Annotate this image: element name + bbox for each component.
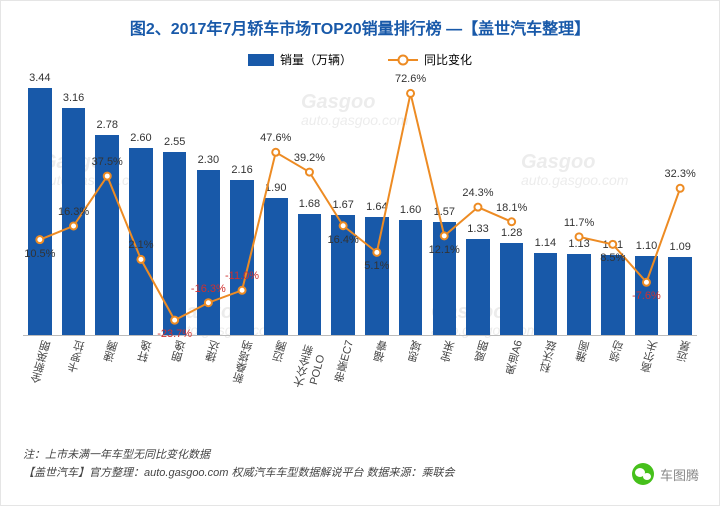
bar-slot: 1.60 [394,76,428,335]
bar-value-label: 2.78 [97,119,118,131]
bar-value-label: 1.67 [332,199,353,211]
bar-slot: 1.57 [427,76,461,335]
bar: 2.16 [230,180,254,335]
line-value-label: -11.0% [225,270,259,282]
legend-bar: 销量（万辆） [248,51,352,68]
bar: 1.28 [500,243,524,335]
line-value-label: 5.1% [364,260,389,272]
bar-slot: 2.30 [192,76,226,335]
line-value-label: 12.1% [429,244,460,256]
x-axis-labels: 全新英朗卡罗拉速腾轩逸朗逸捷达新桑塔纳迈腾大众全新POLO帝豪EC7福睿思域宝来… [23,340,697,396]
line-value-label: 47.6% [260,132,291,144]
bar-value-label: 1.33 [467,223,488,235]
footnote-2: 【盖世汽车】官方整理：auto.gasgoo.com 权威汽车车型数据解说平台 … [23,464,455,483]
bar: 3.16 [62,108,86,335]
line-value-label: 37.5% [92,156,123,168]
bar: 1.33 [466,239,490,335]
bar-slot: 1.64 [360,76,394,335]
bar-value-label: 1.09 [669,241,690,253]
bar-slot: 3.44 [23,76,57,335]
line-value-label: 16.4% [328,234,359,246]
bar: 1.14 [534,253,558,335]
bar: 3.44 [28,88,52,335]
legend-line-label: 同比变化 [424,51,472,68]
bar: 2.30 [197,170,221,335]
bar-slot: 1.13 [562,76,596,335]
bar-slot: 2.60 [124,76,158,335]
bar-value-label: 1.14 [535,237,556,249]
line-value-label: -7.6% [632,290,661,302]
bar-value-label: 3.44 [29,72,50,84]
bar: 1.90 [264,198,288,335]
footnotes: 注：上市未满一年车型无同比变化数据 【盖世汽车】官方整理：auto.gasgoo… [23,446,455,483]
line-value-label: 39.2% [294,152,325,164]
line-value-label: 10.5% [24,248,55,260]
bar-slot: 1.67 [326,76,360,335]
chart-title: 图2、2017年7月轿车市场TOP20销量排行榜 —【盖世汽车整理】 [1,1,719,39]
bar: 1.11 [601,255,625,335]
legend-bar-label: 销量（万辆） [280,51,352,68]
line-value-label: 18.1% [496,202,527,214]
line-value-label: 8.5% [600,252,625,264]
bar-slot: 1.09 [663,76,697,335]
bar-value-label: 3.16 [63,92,84,104]
legend: 销量（万辆） 同比变化 [1,51,719,68]
legend-line: 同比变化 [388,51,472,68]
bar-value-label: 1.11 [603,239,624,251]
bar-slot: 1.68 [293,76,327,335]
bar: 1.60 [399,220,423,335]
bar: 1.68 [298,214,322,335]
bar-value-label: 2.16 [231,164,252,176]
bar-value-label: 1.13 [568,238,589,250]
bar-slot: 1.14 [529,76,563,335]
legend-bar-swatch [248,54,274,66]
bar-slot: 2.78 [90,76,124,335]
line-value-label: 16.3% [58,206,89,218]
wechat-icon [632,463,654,485]
line-value-label: -16.3% [191,283,226,295]
line-value-label: 72.6% [395,73,426,85]
bar-value-label: 1.64 [366,201,387,213]
publisher-badge: 车图腾 [632,463,699,485]
bar-slot: 2.16 [225,76,259,335]
bar: 1.13 [567,254,591,335]
bar-value-label: 1.60 [400,204,421,216]
bars: 3.44 3.16 2.78 2.60 2.55 2.30 2.16 1.90 1.68 1.67… [23,76,697,335]
plot-area: 3.44 3.16 2.78 2.60 2.55 2.30 2.16 1.90 1.68 1.67… [23,76,697,336]
bar: 1.64 [365,217,389,335]
line-value-label: 11.7% [564,217,594,229]
bar-value-label: 2.55 [164,136,185,148]
bar-slot: 1.90 [259,76,293,335]
publisher-name: 车图腾 [660,465,699,484]
line-value-label: 32.3% [665,168,696,180]
bar-value-label: 1.57 [434,206,455,218]
bar-value-label: 1.10 [636,240,657,252]
bar: 1.09 [668,257,692,335]
chart-container: Gasgooauto.gasgoo.com Gasgooauto.gasgoo.… [0,0,720,506]
bar: 2.55 [163,152,187,335]
bar-value-label: 2.60 [130,132,151,144]
bar-slot: 2.55 [158,76,192,335]
bar-value-label: 1.90 [265,182,286,194]
footnote-1: 注：上市未满一年车型无同比变化数据 [23,446,455,465]
line-value-label: 24.3% [462,187,493,199]
bar: 1.57 [433,222,457,335]
line-value-label: 2.1% [128,239,153,251]
bar-slot: 1.33 [461,76,495,335]
chart-area: 3.44 3.16 2.78 2.60 2.55 2.30 2.16 1.90 1.68 1.67… [23,76,697,386]
bar-value-label: 1.68 [299,198,320,210]
bar-slot: 1.11 [596,76,630,335]
legend-line-swatch [388,59,418,61]
bar-value-label: 2.30 [198,154,219,166]
bar-value-label: 1.28 [501,227,522,239]
